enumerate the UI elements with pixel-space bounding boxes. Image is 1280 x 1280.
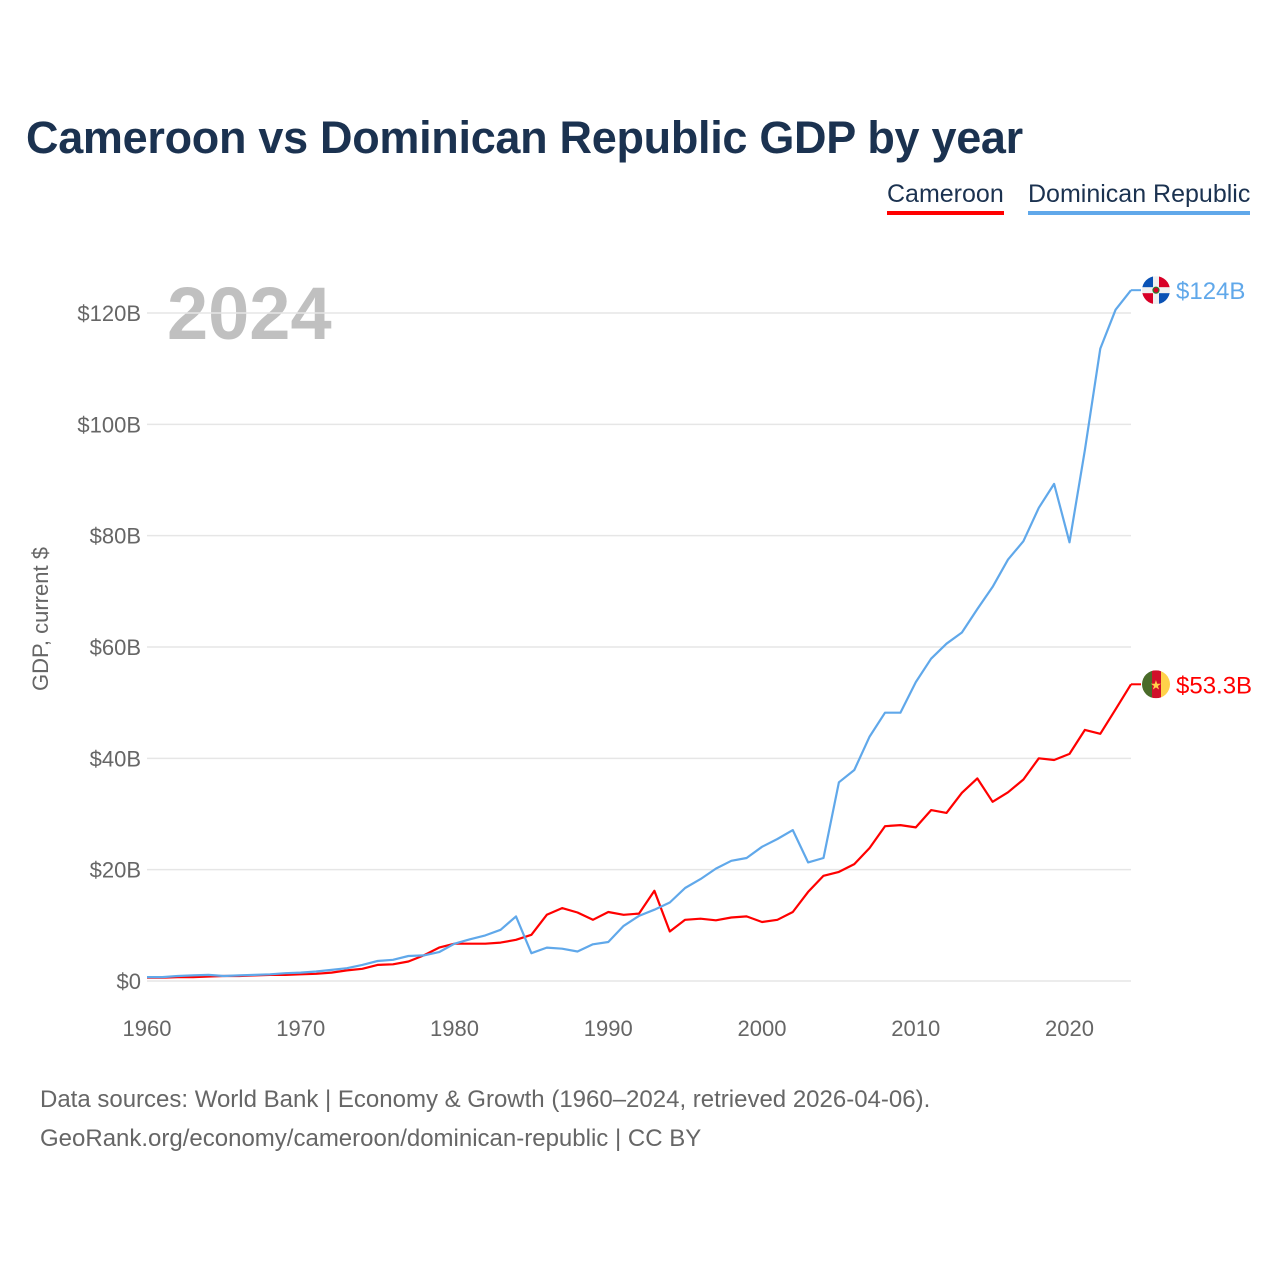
- x-tick-label: 1960: [123, 1016, 172, 1041]
- flag-quarter: [1159, 293, 1170, 305]
- flag-body: ★: [1142, 670, 1170, 699]
- y-tick-label: $80B: [90, 524, 141, 549]
- legend-item-dominican-republic[interactable]: Dominican Republic: [1028, 180, 1251, 215]
- flag-quarter: [1142, 276, 1153, 288]
- x-tick-label: 1970: [276, 1016, 325, 1041]
- flag-stripe: [1142, 670, 1152, 699]
- series-line-dominican-republic: [147, 289, 1132, 979]
- star-icon: ★: [1150, 677, 1162, 692]
- y-tick-label: $40B: [90, 746, 141, 771]
- y-tick-label: $100B: [77, 412, 141, 437]
- series-line-cameroon: [147, 683, 1132, 979]
- chart-title: Cameroon vs Dominican Republic GDP by ye…: [26, 112, 1023, 163]
- y-tick-label: $120B: [77, 301, 141, 326]
- flag-stripe: [1161, 670, 1170, 699]
- end-value-label: $124B: [1176, 278, 1245, 305]
- flag-emblem: [1152, 286, 1160, 294]
- x-tick-label: 2000: [738, 1016, 787, 1041]
- flag-body: [1142, 276, 1170, 305]
- cameroon-flag-icon: ★: [1142, 670, 1170, 699]
- dominican-republic-flag-icon: [1142, 276, 1170, 305]
- y-axis-label: GDP, current $: [28, 547, 53, 691]
- flag-quarter: [1159, 276, 1170, 288]
- legend-item-cameroon[interactable]: Cameroon: [887, 180, 1004, 215]
- y-tick-label: $0: [117, 969, 141, 994]
- x-tick-label: 1980: [430, 1016, 479, 1041]
- x-tick-label: 2020: [1045, 1016, 1094, 1041]
- y-tick-label: $20B: [90, 858, 141, 883]
- end-value-label: $53.3B: [1176, 672, 1252, 699]
- flag-quarter: [1142, 293, 1153, 305]
- x-tick-label: 1990: [584, 1016, 633, 1041]
- y-tick-label: $60B: [90, 635, 141, 660]
- x-tick-label: 2010: [891, 1016, 940, 1041]
- data-source-note: Data sources: World Bank | Economy & Gro…: [40, 1086, 931, 1113]
- flag-stripe: [1152, 670, 1161, 699]
- license-note[interactable]: GeoRank.org/economy/cameroon/dominican-r…: [40, 1125, 702, 1152]
